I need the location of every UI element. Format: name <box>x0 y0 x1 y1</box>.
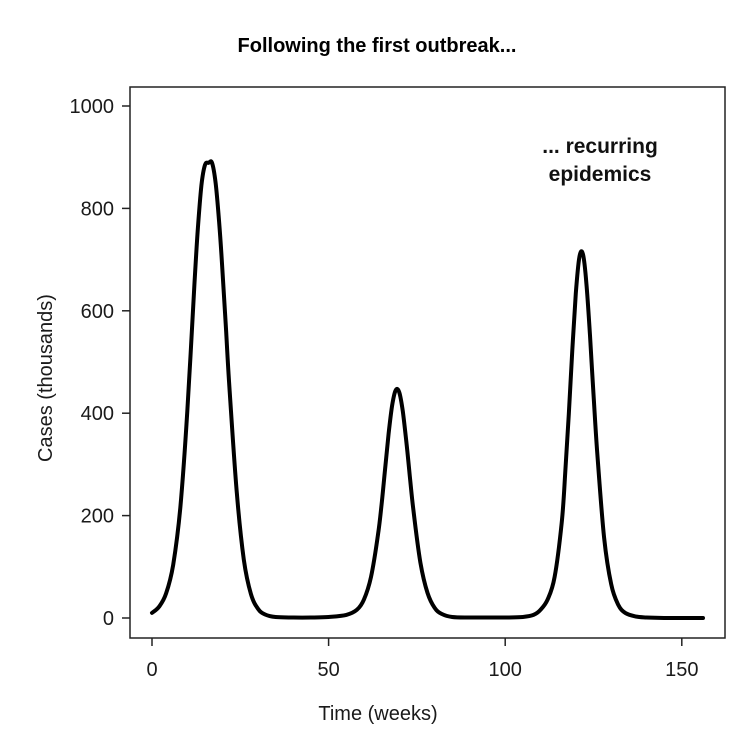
y-axis: 0 200 400 600 800 1000 <box>70 96 130 630</box>
chart-title: Following the first outbreak... <box>238 35 517 57</box>
y-tick-label: 400 <box>81 403 114 425</box>
x-tick-label: 50 <box>317 659 339 681</box>
y-tick-label: 600 <box>81 301 114 323</box>
cases-line <box>150 159 705 621</box>
y-tick-label: 1000 <box>70 96 115 118</box>
x-axis: 0 50 100 150 <box>146 638 698 681</box>
x-tick-label: 100 <box>489 659 522 681</box>
plot-frame <box>129 86 726 639</box>
y-axis-label: Cases (thousands) <box>35 294 57 462</box>
y-tick-label: 800 <box>81 198 114 220</box>
x-axis-label: Time (weeks) <box>318 703 437 725</box>
annotation-recurring-epidemics: ... recurring epidemics <box>542 135 658 186</box>
y-tick-label: 200 <box>81 506 114 528</box>
y-tick-label: 0 <box>103 608 114 630</box>
x-tick-label: 0 <box>146 659 157 681</box>
x-tick-label: 150 <box>665 659 698 681</box>
